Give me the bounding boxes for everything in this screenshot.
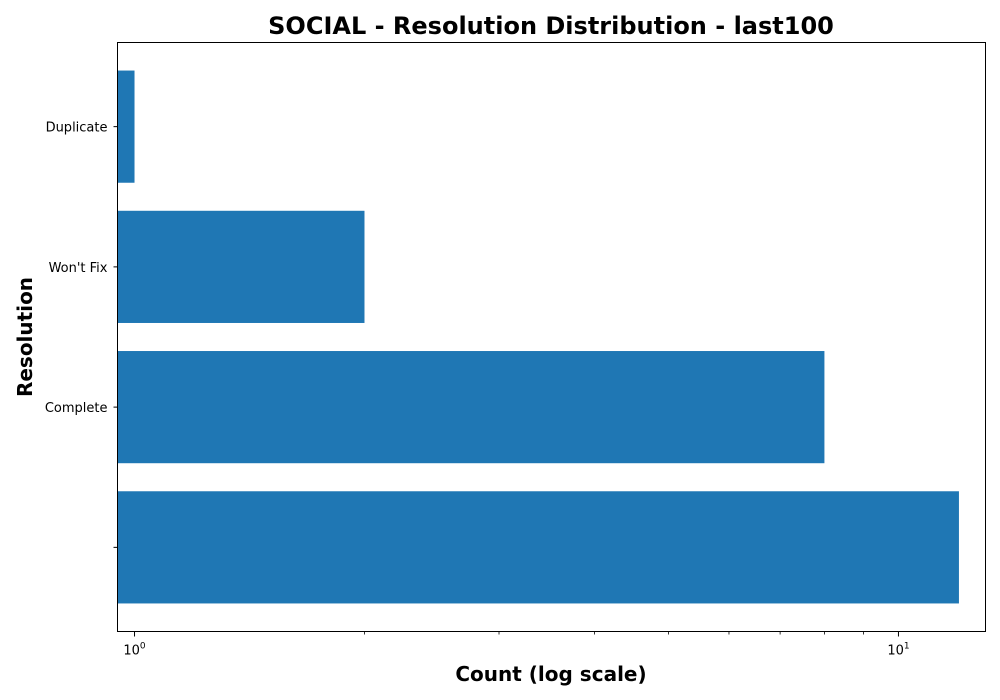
x-axis-label: Count (log scale) <box>455 662 646 686</box>
x-tick-label: 100 <box>123 642 146 659</box>
y-tick-label: Won't Fix <box>49 261 108 276</box>
chart-title: SOCIAL - Resolution Distribution - last1… <box>268 12 834 40</box>
x-tick-label: 101 <box>887 642 909 659</box>
bar <box>117 491 959 604</box>
y-ticks-group: Complete Won't Fix Duplicate <box>45 121 118 548</box>
bars-group <box>117 70 959 604</box>
bar <box>117 210 365 323</box>
y-tick-label: Complete <box>45 401 108 416</box>
bar <box>117 351 825 464</box>
plot-frame <box>117 42 986 632</box>
y-axis-label: Resolution <box>13 277 37 397</box>
y-tick-label: Duplicate <box>46 121 108 136</box>
bar <box>117 70 135 183</box>
x-ticks-group: 100 101 <box>123 631 910 659</box>
